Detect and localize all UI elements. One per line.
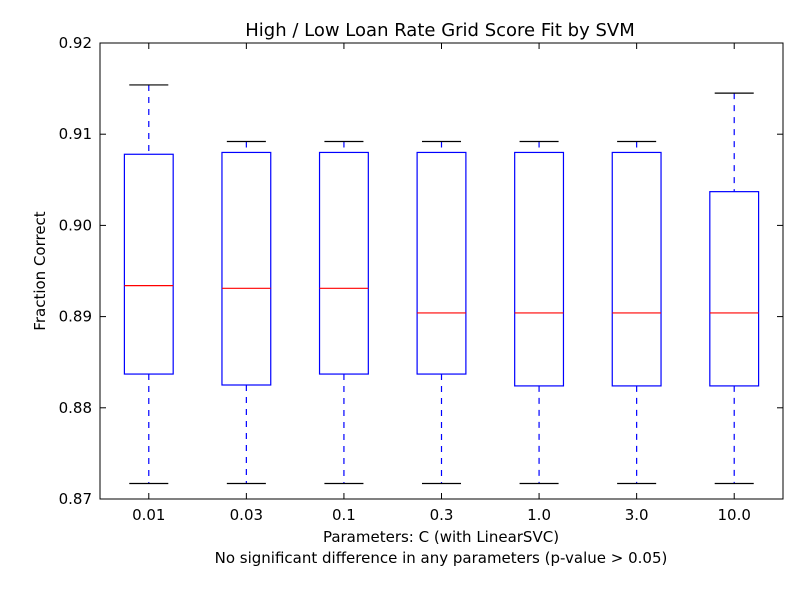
x-tick-label: 0.3	[430, 506, 454, 524]
y-tick-label: 0.88	[59, 399, 92, 417]
y-tick-label: 0.90	[59, 216, 92, 234]
box-0.3	[416, 140, 467, 485]
box-body	[318, 151, 369, 375]
x-tick-label: 1.0	[527, 506, 551, 524]
box-10.0	[709, 92, 760, 485]
box-body	[611, 151, 662, 387]
y-tick-label: 0.87	[59, 490, 92, 508]
y-tick-label: 0.91	[59, 125, 92, 143]
box-body	[416, 151, 467, 375]
y-tick-label: 0.92	[59, 34, 92, 52]
box-3.0	[611, 140, 662, 485]
box-1.0	[514, 140, 565, 485]
y-tick-label: 0.89	[59, 308, 92, 326]
x-tick-label: 3.0	[625, 506, 649, 524]
x-tick-label: 10.0	[718, 506, 751, 524]
x-tick-label: 0.01	[132, 506, 165, 524]
box-0.01	[123, 84, 174, 485]
x-axis-note: No significant difference in any paramet…	[215, 549, 668, 567]
plot-frame	[99, 42, 784, 500]
x-tick-label: 0.03	[230, 506, 263, 524]
axes: 0.87 0.88 0.89 0.90 0.91 0.92 0.01 0.03 0.1 0.3 1.…	[59, 34, 783, 524]
box-body	[221, 151, 272, 386]
box-body	[123, 153, 174, 375]
box-0.03	[221, 140, 272, 485]
box-0.1	[318, 140, 369, 485]
plot-area	[123, 84, 760, 485]
box-body	[709, 191, 760, 387]
x-tick-label: 0.1	[332, 506, 356, 524]
y-axis-label: Fraction Correct	[31, 211, 49, 331]
x-axis-label: Parameters: C (with LinearSVC)	[323, 528, 559, 546]
chart-title: High / Low Loan Rate Grid Score Fit by S…	[245, 20, 634, 41]
box-body	[514, 151, 565, 387]
